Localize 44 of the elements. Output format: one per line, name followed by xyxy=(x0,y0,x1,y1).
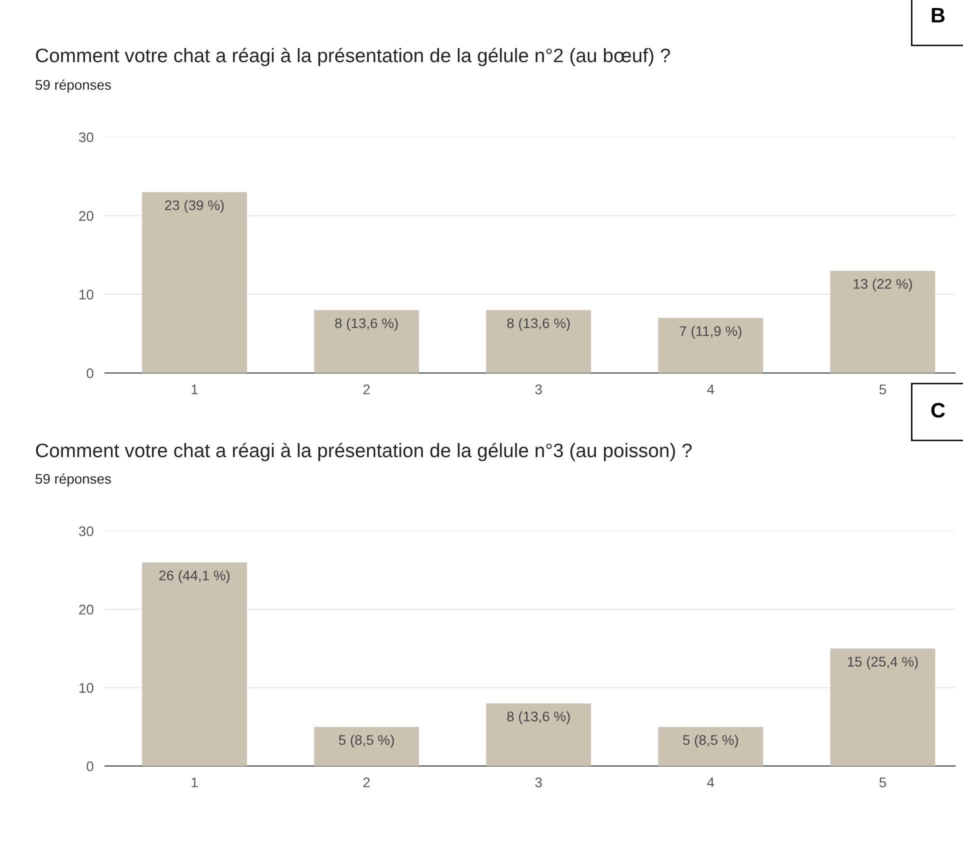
x-tick-label: 1 xyxy=(192,384,198,394)
bar xyxy=(486,703,592,766)
y-tick-label: 30 xyxy=(78,132,94,142)
chart-title: Comment votre chat a réagi à la présentation de la gélule n°3 (au poisson) ? xyxy=(36,442,692,462)
data-label: 5 (8,5 %) xyxy=(338,734,394,748)
data-label: 13 (22 %) xyxy=(854,278,912,292)
y-tick-label: 0 xyxy=(86,368,94,378)
y-tick-label: 10 xyxy=(80,683,94,693)
chart-subtitle: 59 réponses xyxy=(36,473,111,487)
bar xyxy=(658,318,764,373)
bar xyxy=(830,648,936,766)
x-tick-label: 5 xyxy=(879,384,886,394)
data-label: 26 (44,1 %) xyxy=(159,570,230,584)
x-tick-label: 3 xyxy=(535,777,542,788)
chart-title: Comment votre chat a réagi à la présentation de la gélule n°2 (au bœuf) ? xyxy=(36,48,670,66)
data-label: 8 (13,6 %) xyxy=(335,318,398,331)
x-tick-label: 2 xyxy=(363,777,370,788)
data-label: 5 (8,5 %) xyxy=(683,734,738,748)
data-label: 23 (39 %) xyxy=(165,200,224,213)
bar xyxy=(830,270,936,373)
bar xyxy=(486,310,592,373)
bar xyxy=(314,310,420,373)
bar xyxy=(314,726,420,766)
x-tick-label: 4 xyxy=(707,384,714,394)
data-label: 7 (11,9 %) xyxy=(680,326,742,339)
y-tick-label: 10 xyxy=(80,290,94,300)
text: C xyxy=(931,402,945,418)
x-tick-label: 4 xyxy=(707,778,714,788)
x-tick-label: 5 xyxy=(879,778,886,788)
y-tick-label: 20 xyxy=(79,211,94,221)
bar xyxy=(142,192,247,373)
y-tick-label: 30 xyxy=(78,526,94,536)
data-label: 8 (13,6 %) xyxy=(507,318,570,331)
data-label: 8 (13,6 %) xyxy=(507,711,570,724)
bar xyxy=(658,726,764,766)
x-tick-label: 2 xyxy=(363,384,370,394)
chart-subtitle: 59 réponses xyxy=(36,79,111,93)
x-tick-label: 1 xyxy=(192,778,198,788)
y-tick-label: 0 xyxy=(86,761,94,772)
y-tick-label: 20 xyxy=(79,604,94,615)
data-label: 15 (25,4 %) xyxy=(848,656,918,670)
text: B xyxy=(932,8,945,22)
x-tick-label: 3 xyxy=(535,384,542,394)
bar xyxy=(142,562,247,766)
